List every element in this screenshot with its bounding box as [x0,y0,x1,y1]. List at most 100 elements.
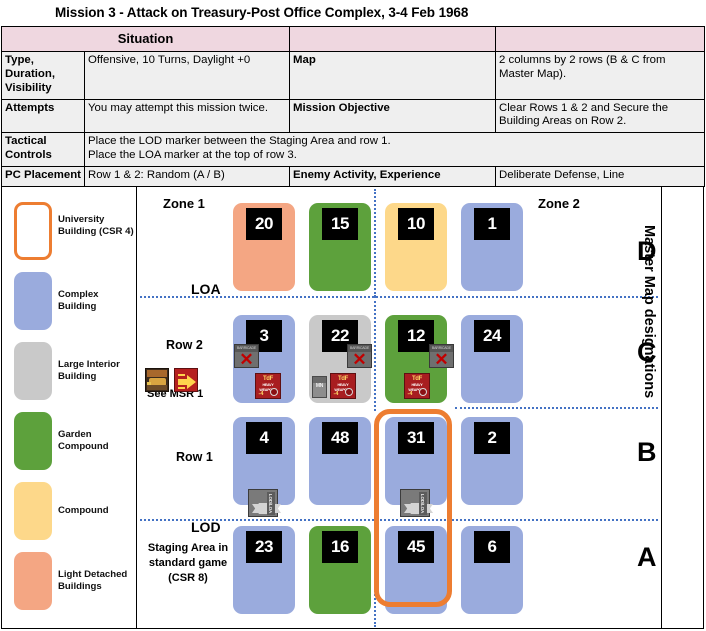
lod-marker-counter[interactable]: LOD/LOA [400,489,433,517]
right-divider [661,187,662,628]
legend-label-garden: Garden Compound [58,429,109,453]
map-tile[interactable]: 1 [461,203,523,291]
msr-photo-gun-icon [149,378,166,386]
tile-number: 6 [474,531,510,563]
legend-item-complex: Complex Building [0,266,136,336]
loa-label: LOA [191,281,221,297]
map-tile[interactable]: 2 [461,417,523,505]
tile-number: 20 [246,208,282,240]
msr-arrow-counter[interactable] [174,368,198,392]
legend-item-university: University Building (CSR 4) [0,196,136,266]
lod-marker-strip: LOD/LOA [419,492,427,515]
legend-swatch-garden [14,412,52,470]
tile-number: 10 [398,208,434,240]
lod-marker-counter[interactable]: LOD/LOA [248,489,281,517]
legend-swatch-large-interior [14,342,52,400]
page-title: Mission 3 - Attack on Treasury-Post Offi… [55,5,469,20]
barricade-counter[interactable]: BARRICADE ✕ [429,344,454,368]
legend-swatch-university [14,202,52,260]
map-tile[interactable]: 10 [385,203,447,291]
loa-zone-line [140,296,658,298]
row-value-objective: Clear Rows 1 & 2 and Secure the Building… [495,98,706,134]
tdf-heavy-weapons-counter[interactable]: TdF HEAVY WEAPONS -4 [330,373,356,399]
row-value-pc: Row 1 & 2: Random (A / B) [83,166,291,188]
staging-area-label: Staging Area in standard game (CSR 8) [147,542,229,584]
tile-number: 4 [246,422,282,454]
row-value-attempts: You may attempt this mission twice. [83,98,291,134]
msr-arrow-dash-bottom [178,387,185,389]
tile-number: 24 [474,320,510,352]
barricade-counter-caption: BARRICADE [430,345,453,352]
header-blank-2 [495,26,706,52]
zone-divider-top [374,189,376,297]
table-row: Type, Duration, Visibility Offensive, 10… [1,50,706,100]
legend-swatch-compound [14,482,52,540]
msr-photo-tip [147,382,151,386]
tdf-counter-line2: HEAVY [262,383,274,387]
legend-item-compound: Compound [0,476,136,546]
tdf-counter-title: TdF [411,376,423,382]
legend-label-light-detached: Light Detached Buildings [58,569,128,593]
barricade-x-icon: ✕ [239,350,254,369]
map-tile[interactable]: 48 [309,417,371,505]
msr-arrow-head-icon [187,374,196,389]
map-tile[interactable]: 23 [233,526,295,614]
map-tile[interactable]: 6 [461,526,523,614]
barricade-x-icon: ✕ [352,350,367,369]
barricade-counter-caption: BARRICADE [235,345,258,352]
designation-b: B [637,437,657,467]
table-row: Attempts You may attempt this mission tw… [1,98,706,134]
zone-divider-mid [374,296,376,411]
map-tile[interactable]: 15 [309,203,371,291]
tile-number: 31 [398,422,434,454]
mn-counter-text: MN [315,383,324,389]
tile-number: 45 [398,531,434,563]
barricade-counter[interactable]: BARRICADE ✕ [347,344,372,368]
university-building-highlight [374,409,452,607]
mn-counter[interactable]: MN [312,376,327,398]
tdf-counter-line3: WEAPONS [408,387,426,392]
msr-photo-ground [147,385,167,390]
row-label-pc: PC Placement [1,166,85,188]
tdf-counter-line3: WEAPONS [259,387,277,392]
row-label-map: Map [289,50,497,100]
msr-arrow-shaft-icon [178,378,188,385]
tdf-heavy-weapons-counter[interactable]: TdF HEAVY WEAPONS -4 [404,373,430,399]
legend-item-light-detached: Light Detached Buildings [0,546,136,616]
tdf-counter-dot-icon [269,388,278,396]
row-value-enemy: Deliberate Defense, Line [495,166,706,188]
zone-2-label: Zone 2 [538,196,580,211]
msr-photo-counter[interactable] [145,368,169,392]
lod-down-arrow-icon [403,504,433,525]
map-tile[interactable]: 16 [309,526,371,614]
tdf-counter-line2: HEAVY [337,383,349,387]
legend-swatch-light-detached [14,552,52,610]
designation-a: A [637,542,657,572]
tile-number: 48 [322,422,358,454]
row-1-label: Row 1 [176,450,213,464]
tdf-heavy-weapons-counter[interactable]: TdF HEAVY WEAPONS -4 [255,373,281,399]
row-label-tactical: Tactical Controls [1,132,85,168]
row-label-type: Type, Duration, Visibility [1,50,85,100]
legend-divider [136,187,137,628]
row-label-enemy: Enemy Activity, Experience [289,166,497,188]
row-label-objective: Mission Objective [289,98,497,134]
map-tile[interactable]: 24 [461,315,523,403]
tdf-counter-value: -4 [258,390,264,397]
legend-swatch-complex [14,272,52,330]
row-2-label: Row 2 [166,338,203,352]
tdf-counter-value: -4 [333,390,339,397]
row-value-map: 2 columns by 2 rows (B & C from Master M… [495,50,706,100]
row-value-type: Offensive, 10 Turns, Daylight +0 [83,50,291,100]
tdf-counter-value: -4 [407,390,413,397]
tdf-counter-dot-icon [344,388,353,396]
barricade-counter[interactable]: BARRICADE ✕ [234,344,259,368]
legend-label-compound: Compound [58,505,109,516]
tile-number: 15 [322,208,358,240]
barricade-counter-caption: BARRICADE [348,345,371,352]
tile-number: 23 [246,531,282,563]
msr-photo-sky [147,370,167,377]
map-tile[interactable]: 20 [233,203,295,291]
lod-down-arrow-icon [251,504,281,525]
